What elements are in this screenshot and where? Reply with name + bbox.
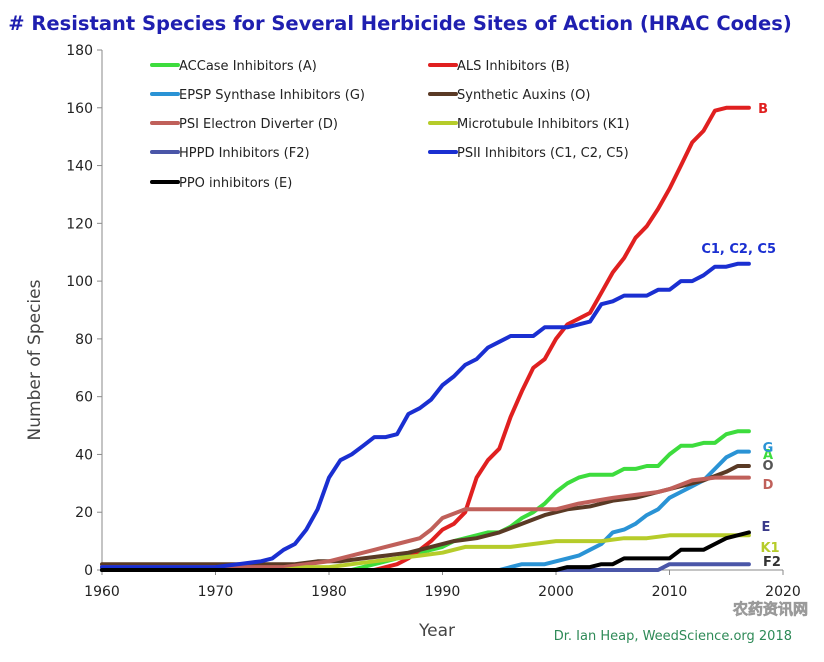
legend-label: HPPD Inhibitors (F2) xyxy=(179,146,310,161)
y-tick-label: 0 xyxy=(84,563,93,579)
y-tick-label: 180 xyxy=(66,43,93,59)
x-tick-label: 2000 xyxy=(538,584,574,600)
series-line-k1 xyxy=(100,533,751,572)
series-layer xyxy=(100,105,751,572)
series-end-label: F2 xyxy=(763,555,781,570)
axes: 0 20 40 60 80 100 120 140 160 180 1960 1970 1980 1990… xyxy=(66,43,801,600)
credit-text: Dr. Ian Heap, WeedScience.org 2018 xyxy=(554,629,792,644)
x-tick-label: 2010 xyxy=(652,584,688,600)
series-line-o xyxy=(100,464,751,567)
series-line-c1-c2-c5 xyxy=(100,261,751,570)
y-tick-label: 20 xyxy=(75,505,93,521)
series-end-label: C1, C2, C5 xyxy=(701,242,776,257)
watermark: 农药资讯网 xyxy=(732,600,808,618)
series-line-d xyxy=(100,475,751,570)
legend-label: PPO inhibitors (E) xyxy=(179,176,292,191)
x-tick-label: 1980 xyxy=(311,584,347,600)
y-tick-label: 100 xyxy=(66,274,93,290)
legend-label: Microtubule Inhibitors (K1) xyxy=(457,117,630,132)
series-line-e xyxy=(100,530,751,572)
y-tick-label: 140 xyxy=(66,159,93,175)
legend-label: Synthetic Auxins (O) xyxy=(457,88,590,103)
x-axis-title: Year xyxy=(418,621,455,641)
legend-label: EPSP Synthase Inhibitors (G) xyxy=(179,88,365,103)
y-tick-label: 120 xyxy=(66,216,93,232)
series-end-label: D xyxy=(763,478,774,493)
y-tick-label: 80 xyxy=(75,332,93,348)
legend-label: ACCase Inhibitors (A) xyxy=(179,59,317,74)
series-end-label: K1 xyxy=(760,541,779,556)
y-tick-label: 40 xyxy=(75,447,93,463)
y-tick-label: 60 xyxy=(75,390,93,406)
series-end-label: B xyxy=(758,102,768,117)
legend-label: PSII Inhibitors (C1, C2, C5) xyxy=(457,146,629,161)
legend-label: ALS Inhibitors (B) xyxy=(457,59,570,74)
chart-title: # Resistant Species for Several Herbicid… xyxy=(8,12,792,35)
x-tick-label: 1990 xyxy=(425,584,461,600)
series-end-label: A xyxy=(763,448,773,463)
x-tick-label: 2020 xyxy=(765,584,801,600)
y-tick-label: 160 xyxy=(66,101,93,117)
x-tick-label: 1960 xyxy=(84,584,120,600)
x-tick-label: 1970 xyxy=(198,584,234,600)
series-end-label: E xyxy=(762,520,771,535)
y-axis-title: Number of Species xyxy=(25,279,45,440)
legend-label: PSI Electron Diverter (D) xyxy=(179,117,338,132)
legend: ACCase Inhibitors (A) ALS Inhibitors (B) E… xyxy=(150,59,630,191)
series-end-label: G xyxy=(763,441,774,456)
series-end-label: O xyxy=(762,459,773,474)
